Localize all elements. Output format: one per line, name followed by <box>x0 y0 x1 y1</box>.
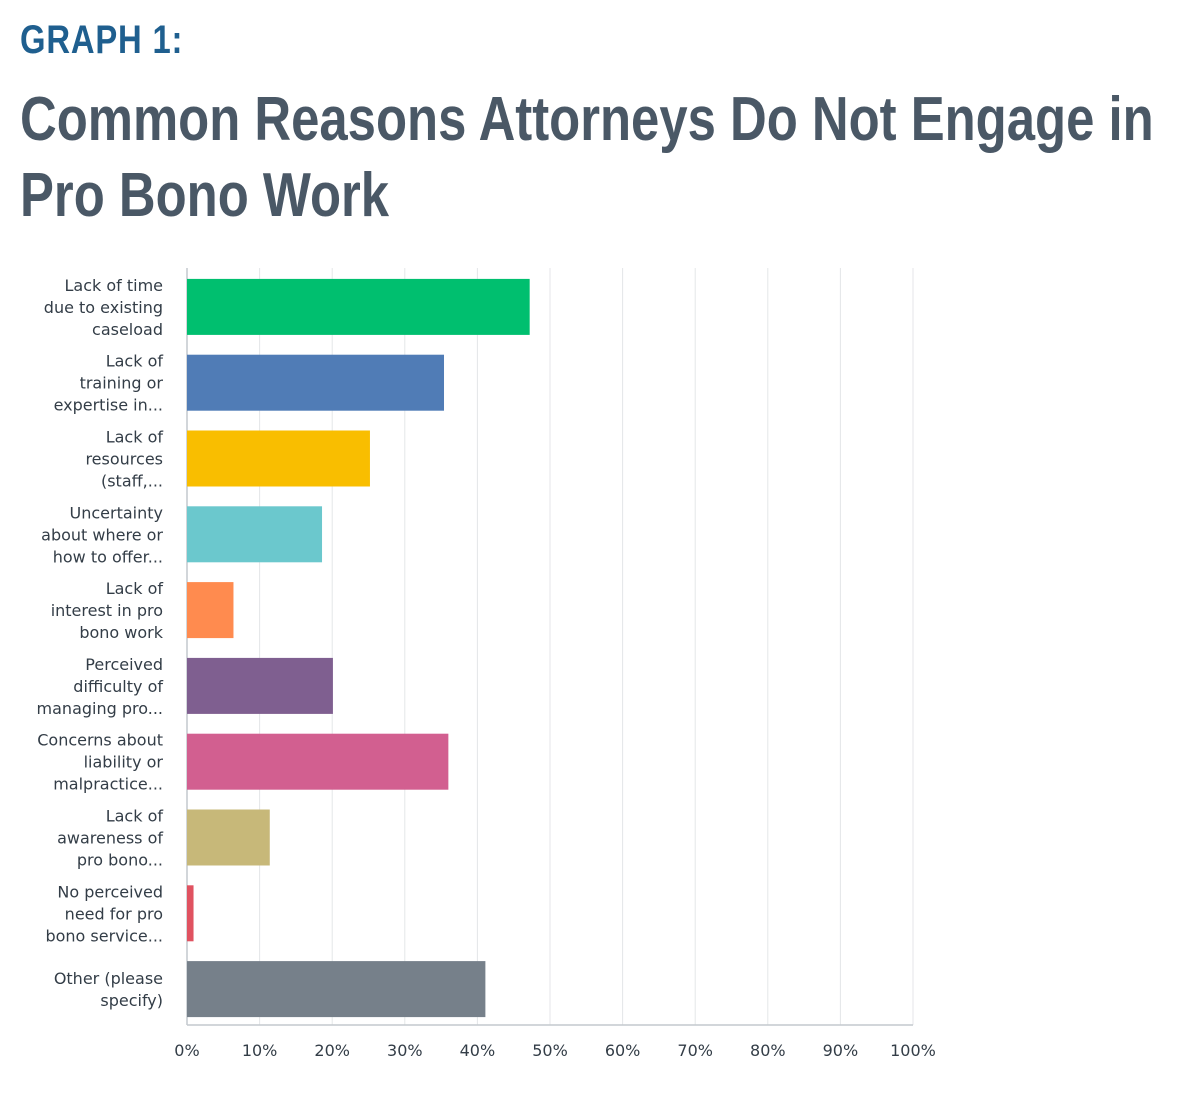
bar <box>187 885 194 942</box>
category-label: No perceived need for pro bono service... <box>45 882 163 945</box>
category-label-line: expertise in... <box>54 396 163 415</box>
category-label-line: difficulty of <box>73 677 163 696</box>
category-label-line: liability or <box>84 753 164 772</box>
x-tick-label: 10% <box>242 1041 278 1060</box>
category-labels: Lack of time due to existing caseloadLack … <box>37 276 164 1010</box>
chart-title: Common Reasons Attorneys Do Not Engage i… <box>20 85 1154 230</box>
category-label-line: interest in pro <box>51 601 163 620</box>
category-label-line: need for pro <box>65 904 163 923</box>
category-label-line: caseload <box>92 320 163 339</box>
category-label-line: Concerns about <box>37 731 163 750</box>
x-tick-label: 40% <box>460 1041 496 1060</box>
bar <box>187 809 270 866</box>
category-label: Other (please specify) <box>54 969 163 1010</box>
x-tick-label: 0% <box>174 1041 199 1060</box>
category-label: Lack of awareness of pro bono... <box>57 807 163 870</box>
bar <box>187 961 486 1018</box>
category-label: Uncertainty about where or how to offer... <box>41 503 163 566</box>
category-label-line: Lack of <box>106 352 164 371</box>
bar <box>187 582 234 639</box>
category-label-line: No perceived <box>57 882 163 901</box>
category-label-line: Uncertainty <box>70 503 163 522</box>
category-label-line: Lack of <box>106 807 164 826</box>
category-label-line: Lack of time <box>64 276 163 295</box>
category-label-line: specify) <box>100 991 163 1010</box>
category-label-line: managing pro... <box>37 699 163 718</box>
x-tick-label: 30% <box>387 1041 423 1060</box>
category-label-line: resources <box>85 450 163 469</box>
category-label: Lack of time due to existing caseload <box>44 276 163 339</box>
x-axis-tick-labels: 0% 10% 20% 30% 40% 50% 60% 70% 80% 90% 100% <box>174 1041 936 1060</box>
category-label-line: Perceived <box>85 655 163 674</box>
bar <box>187 657 333 714</box>
category-label: Perceived difficulty of managing pro... <box>37 655 164 718</box>
x-tick-label: 90% <box>823 1041 859 1060</box>
category-label-line: bono service... <box>45 926 163 945</box>
bar <box>187 278 530 335</box>
category-label-line: Lack of <box>106 428 164 447</box>
x-tick-label: 100% <box>890 1041 936 1060</box>
category-label-line: about where or <box>41 525 163 544</box>
category-label: Lack of interest in pro bono work <box>51 579 164 642</box>
x-tick-label: 60% <box>605 1041 641 1060</box>
category-label-line: Other (please <box>54 969 163 988</box>
x-tick-label: 70% <box>677 1041 713 1060</box>
category-label-line: due to existing <box>44 298 163 317</box>
category-label-line: malpractice... <box>53 775 163 794</box>
x-tick-label: 80% <box>750 1041 786 1060</box>
bar <box>187 354 445 411</box>
category-label-line: training or <box>80 374 164 393</box>
category-label-line: pro bono... <box>77 851 163 870</box>
gridlines <box>186 268 914 1026</box>
category-label: Lack of resources (staff,... <box>85 428 163 491</box>
category-label-line: (staff,... <box>101 472 163 491</box>
x-tick-label: 20% <box>314 1041 350 1060</box>
category-label-line: awareness of <box>57 829 163 848</box>
category-label: Lack of training or expertise in... <box>54 352 164 415</box>
bar <box>187 506 323 563</box>
category-label-line: Lack of <box>106 579 164 598</box>
category-label: Concerns about liability or malpractice... <box>37 731 163 794</box>
bar <box>187 430 370 487</box>
x-tick-label: 50% <box>532 1041 568 1060</box>
category-label-line: bono work <box>79 623 163 642</box>
category-label-line: how to offer... <box>53 547 163 566</box>
graph-number-label: GRAPH 1: <box>20 18 184 62</box>
bar <box>187 733 449 790</box>
bars <box>187 278 530 1018</box>
